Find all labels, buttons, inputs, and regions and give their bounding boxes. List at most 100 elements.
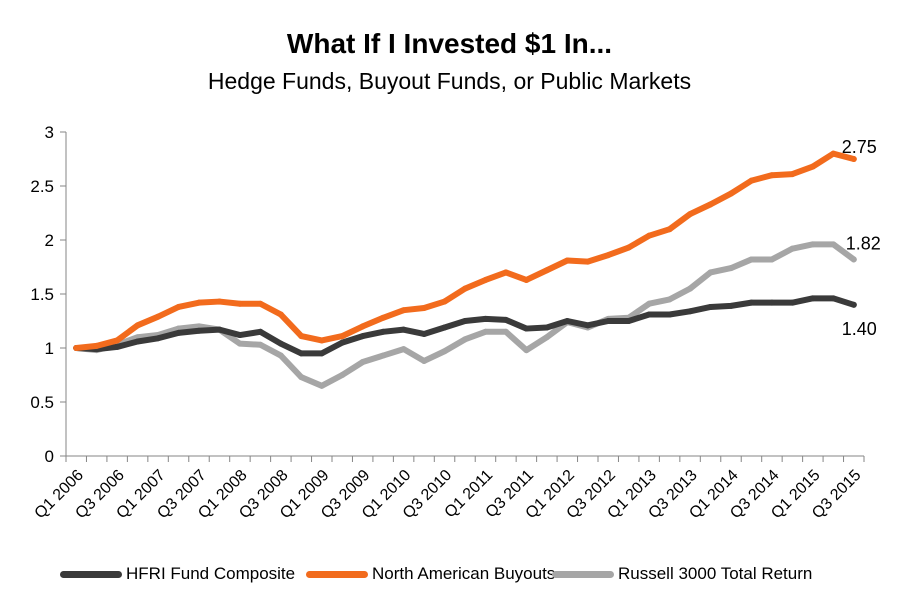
end-value-label: 1.82 (846, 233, 881, 253)
data-point-north-american-buyouts (421, 305, 428, 312)
data-point-north-american-buyouts (339, 333, 346, 340)
data-point-north-american-buyouts (482, 276, 489, 283)
y-tick-label: 2.5 (30, 177, 54, 196)
data-point-russell-3000-total-return (359, 359, 366, 366)
y-tick-label: 0 (45, 447, 54, 466)
data-point-russell-3000-total-return (830, 241, 837, 248)
data-point-russell-3000-total-return (482, 328, 489, 335)
legend-label: HFRI Fund Composite (126, 564, 296, 583)
data-point-north-american-buyouts (441, 298, 448, 305)
data-point-hfri-fund-composite (646, 311, 653, 318)
end-value-label: 2.75 (842, 137, 877, 157)
data-point-hfri-fund-composite (175, 329, 182, 336)
data-point-hfri-fund-composite (543, 324, 550, 331)
data-point-hfri-fund-composite (441, 324, 448, 331)
data-point-hfri-fund-composite (318, 350, 325, 357)
data-point-hfri-fund-composite (748, 299, 755, 306)
data-point-russell-3000-total-return (380, 352, 387, 359)
data-point-russell-3000-total-return (809, 241, 816, 248)
chart-title: What If I Invested $1 In... (286, 28, 613, 59)
data-point-russell-3000-total-return (666, 296, 673, 303)
data-point-north-american-buyouts (666, 226, 673, 233)
data-point-russell-3000-total-return (441, 348, 448, 355)
data-point-hfri-fund-composite (809, 295, 816, 302)
data-point-hfri-fund-composite (114, 343, 121, 350)
legend-label: Russell 3000 Total Return (618, 564, 813, 583)
data-point-hfri-fund-composite (359, 333, 366, 340)
data-point-north-american-buyouts (625, 244, 632, 251)
data-point-russell-3000-total-return (523, 347, 530, 354)
data-point-hfri-fund-composite (236, 332, 243, 339)
data-point-north-american-buyouts (789, 171, 796, 178)
data-point-north-american-buyouts (462, 285, 468, 292)
data-point-hfri-fund-composite (605, 318, 612, 324)
data-point-north-american-buyouts (175, 303, 182, 310)
data-point-russell-3000-total-return (646, 300, 653, 307)
data-point-hfri-fund-composite (564, 318, 571, 324)
data-point-hfri-fund-composite (707, 303, 714, 310)
data-point-north-american-buyouts (196, 299, 202, 306)
data-point-north-american-buyouts (605, 252, 612, 259)
data-point-north-american-buyouts (114, 337, 121, 344)
y-tick-label: 3 (45, 123, 54, 142)
data-point-russell-3000-total-return (400, 346, 407, 353)
series-line-russell-3000-total-return (73, 241, 857, 389)
data-point-russell-3000-total-return (339, 372, 346, 378)
data-point-hfri-fund-composite (339, 339, 346, 346)
data-point-hfri-fund-composite (462, 318, 468, 324)
data-point-russell-3000-total-return (707, 269, 714, 276)
data-point-north-american-buyouts (502, 269, 509, 276)
data-point-north-american-buyouts (809, 163, 816, 170)
data-point-russell-3000-total-return (748, 256, 755, 263)
data-point-north-american-buyouts (277, 311, 284, 318)
data-point-hfri-fund-composite (830, 295, 837, 302)
data-point-north-american-buyouts (646, 232, 653, 239)
data-point-north-american-buyouts (728, 190, 734, 197)
data-point-hfri-fund-composite (584, 322, 591, 329)
data-point-hfri-fund-composite (687, 308, 694, 315)
data-point-hfri-fund-composite (134, 338, 141, 345)
data-point-north-american-buyouts (93, 342, 100, 349)
data-point-russell-3000-total-return (850, 256, 857, 263)
data-point-hfri-fund-composite (523, 325, 530, 332)
data-point-russell-3000-total-return (257, 341, 264, 348)
end-value-label: 1.40 (842, 319, 877, 339)
data-point-hfri-fund-composite (277, 340, 284, 347)
data-point-hfri-fund-composite (216, 326, 223, 333)
legend-label: North American Buyouts (372, 564, 556, 583)
legend-swatch (552, 570, 614, 578)
data-point-north-american-buyouts (318, 337, 325, 344)
data-point-north-american-buyouts (134, 322, 141, 329)
legend-swatch (60, 570, 122, 578)
data-point-north-american-buyouts (687, 211, 694, 218)
chart-subtitle: Hedge Funds, Buyout Funds, or Public Mar… (207, 68, 692, 94)
data-point-hfri-fund-composite (768, 299, 775, 306)
data-point-russell-3000-total-return (236, 340, 243, 347)
data-point-north-american-buyouts (564, 257, 571, 264)
data-point-north-american-buyouts (236, 300, 243, 307)
legend-item: Russell 3000 Total Return (552, 564, 812, 584)
data-point-russell-3000-total-return (687, 285, 694, 292)
data-point-russell-3000-total-return (768, 256, 775, 263)
legend-swatch (306, 570, 368, 578)
data-point-russell-3000-total-return (421, 357, 428, 364)
data-point-russell-3000-total-return (789, 245, 796, 252)
data-point-north-american-buyouts (155, 313, 162, 320)
data-point-hfri-fund-composite (666, 311, 673, 318)
data-point-hfri-fund-composite (789, 299, 796, 306)
y-tick-label: 1 (45, 339, 54, 358)
y-tick-label: 1.5 (30, 285, 54, 304)
data-point-hfri-fund-composite (625, 318, 632, 324)
data-point-north-american-buyouts (216, 298, 223, 305)
data-point-north-american-buyouts (543, 267, 550, 274)
data-point-north-american-buyouts (73, 345, 80, 351)
data-point-hfri-fund-composite (155, 335, 162, 342)
data-point-hfri-fund-composite (421, 330, 428, 337)
data-point-hfri-fund-composite (196, 327, 202, 334)
data-point-north-american-buyouts (830, 150, 837, 157)
data-point-north-american-buyouts (768, 172, 775, 179)
data-point-russell-3000-total-return (318, 382, 325, 389)
data-point-north-american-buyouts (257, 300, 264, 307)
data-point-hfri-fund-composite (728, 302, 734, 309)
